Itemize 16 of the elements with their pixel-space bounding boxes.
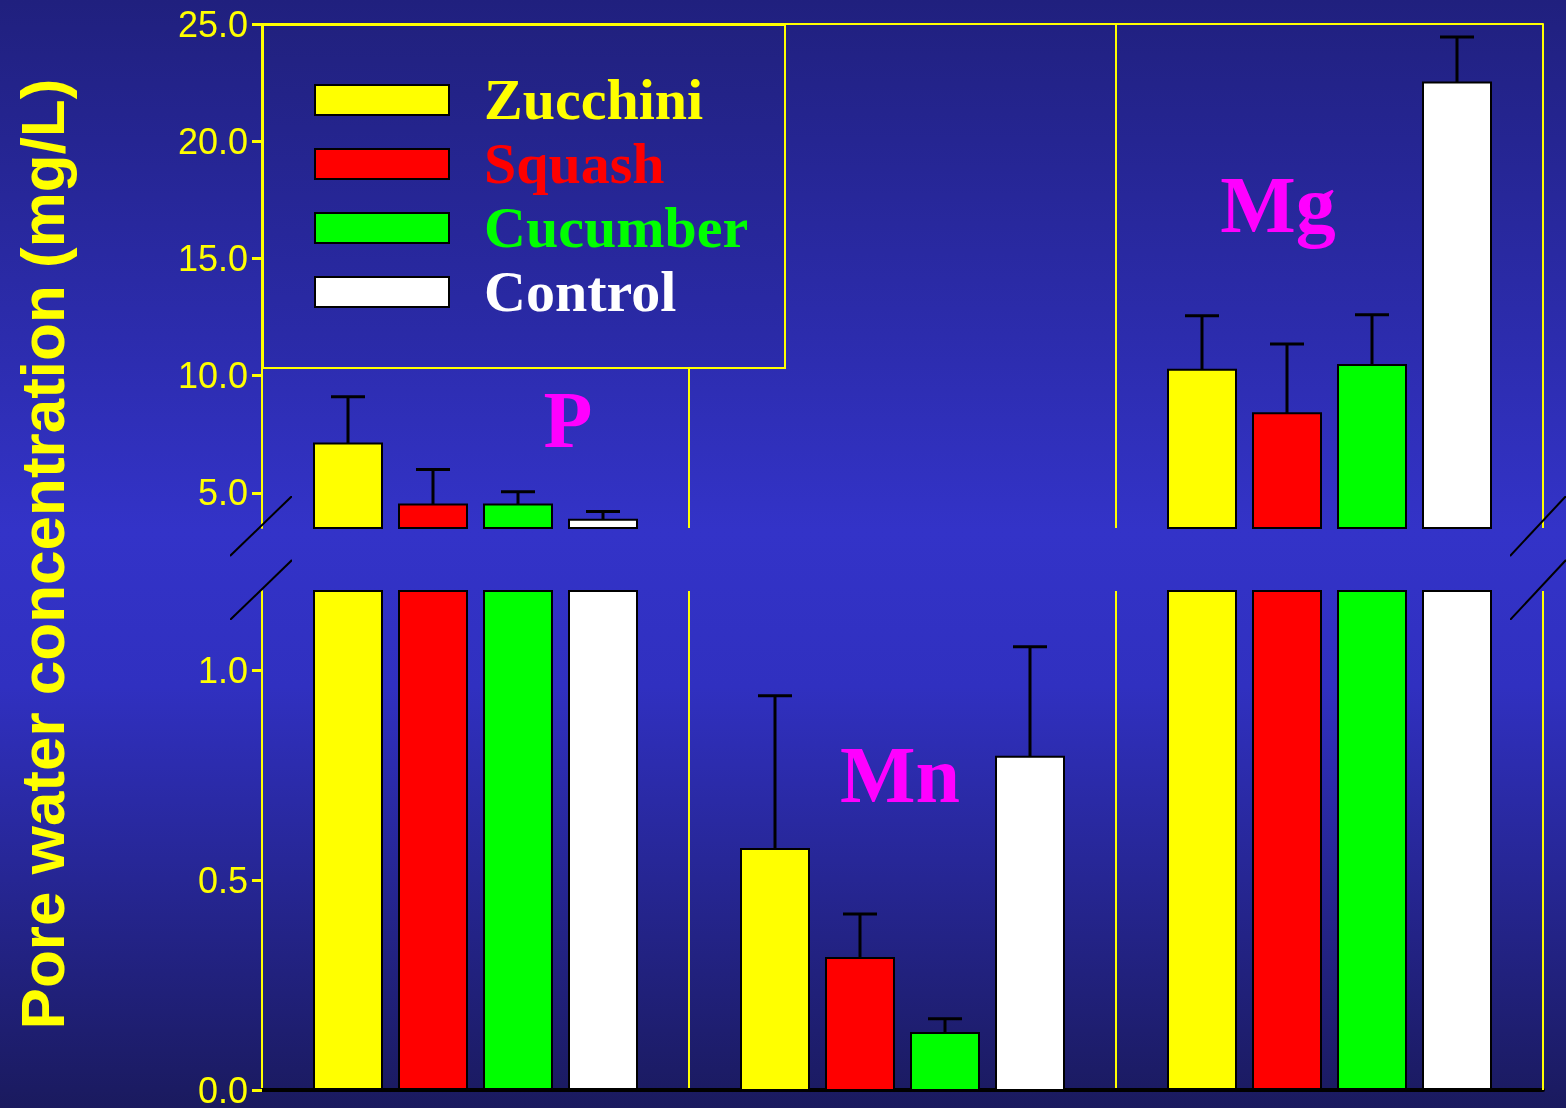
y-tick-label: 25.0 — [177, 3, 248, 45]
legend-label: Cucumber — [484, 195, 749, 261]
legend-label: Zucchini — [484, 66, 704, 133]
legend-label: Control — [484, 258, 677, 325]
annotation: Mg — [1220, 159, 1336, 251]
y-tick-label: 20.0 — [177, 120, 248, 162]
y-tick-label: 15.0 — [177, 237, 248, 279]
y-tick-label: 0.0 — [197, 1069, 248, 1108]
y-axis-title: Pore water concentration (mg/L) — [6, 78, 78, 1030]
legend-label: Squash — [484, 130, 665, 197]
y-tick-label: 0.5 — [197, 859, 248, 901]
y-tick-label: 1.0 — [197, 650, 248, 692]
annotation: Mn — [840, 729, 960, 821]
y-tick-label: 5.0 — [197, 472, 248, 514]
annotation: P — [543, 374, 593, 466]
y-tick-label: 10.0 — [177, 355, 248, 397]
